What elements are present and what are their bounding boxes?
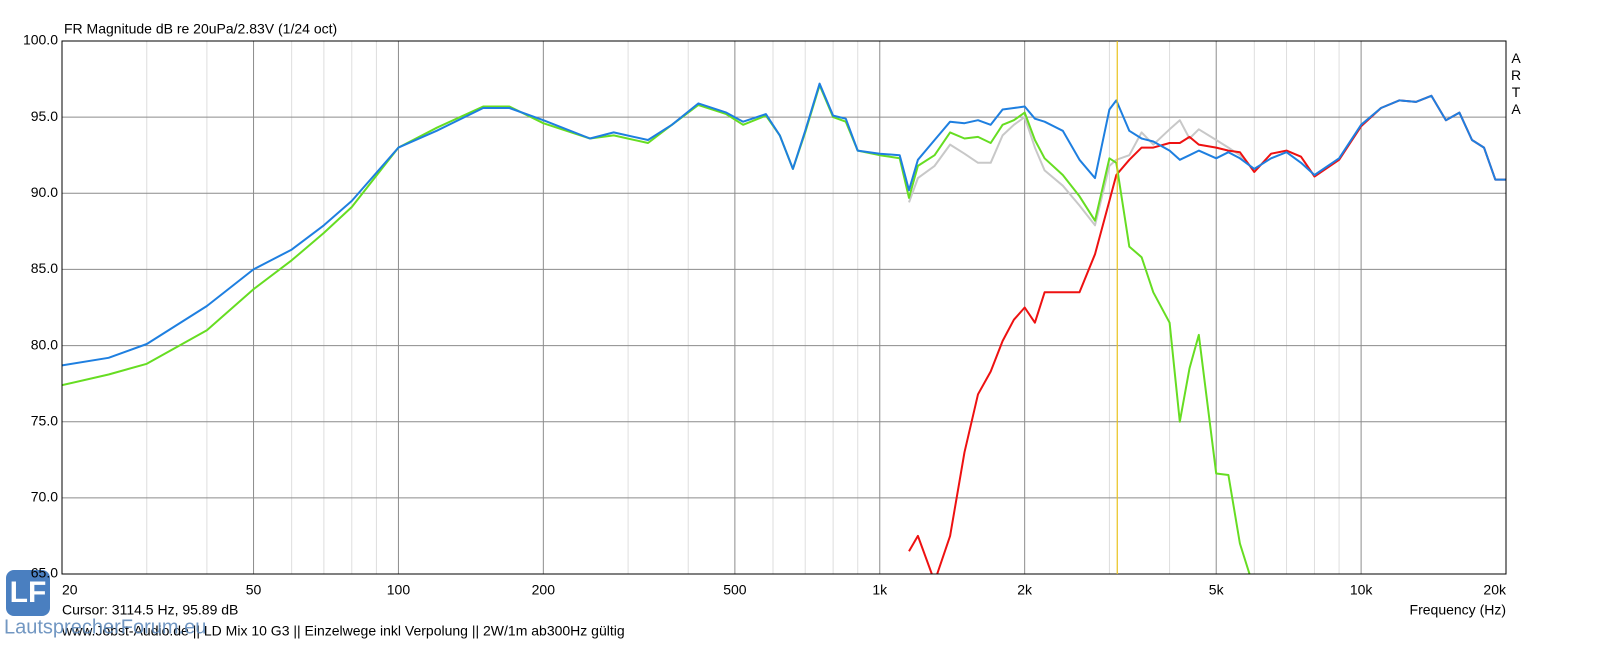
y-tick-label: 80.0 [31,336,58,352]
logo: LF LautsprecherForum.eu [4,570,206,638]
y-tick-label: 75.0 [31,412,58,428]
x-tick-label: 200 [532,582,556,598]
series-line [908,116,1256,227]
y-tick-label: 100.0 [23,32,58,48]
logo-badge [6,570,50,616]
y-tick-label: 85.0 [31,260,58,276]
y-tick-label: 95.0 [31,108,58,124]
x-tick-label: 100 [387,582,411,598]
plot-frame [61,40,1507,575]
x-axis-label: Frequency (Hz) [1410,602,1506,618]
y-tick-label: 65.0 [31,565,58,581]
x-tick-label: 500 [723,582,747,598]
footer: www.Jobst-Audio.de || LD Mix 10 G3 || Ei… [61,623,625,639]
x-tick-label: 1k [872,582,888,598]
x-tick-label: 20 [62,582,78,598]
series-line [62,82,1506,367]
x-tick-label: 5k [1209,582,1225,598]
cursor-readout: Cursor: 3114.5 Hz, 95.89 dB [62,602,238,618]
logo-mark: LF [10,576,47,609]
y-tick-label: 90.0 [31,184,58,200]
side-label: ARTA [1508,50,1524,118]
logo-text: LautsprecherForum.eu [4,616,206,638]
x-tick-label: 20k [1483,582,1507,598]
x-tick-label: 2k [1017,582,1033,598]
y-tick-label: 70.0 [31,489,58,505]
series-line [62,84,1251,574]
chart-title: FR Magnitude dB re 20uPa/2.83V (1/24 oct… [64,21,337,37]
x-tick-label: 50 [246,582,262,598]
x-tick-label: 10k [1350,582,1374,598]
plot-lines [62,82,1506,574]
